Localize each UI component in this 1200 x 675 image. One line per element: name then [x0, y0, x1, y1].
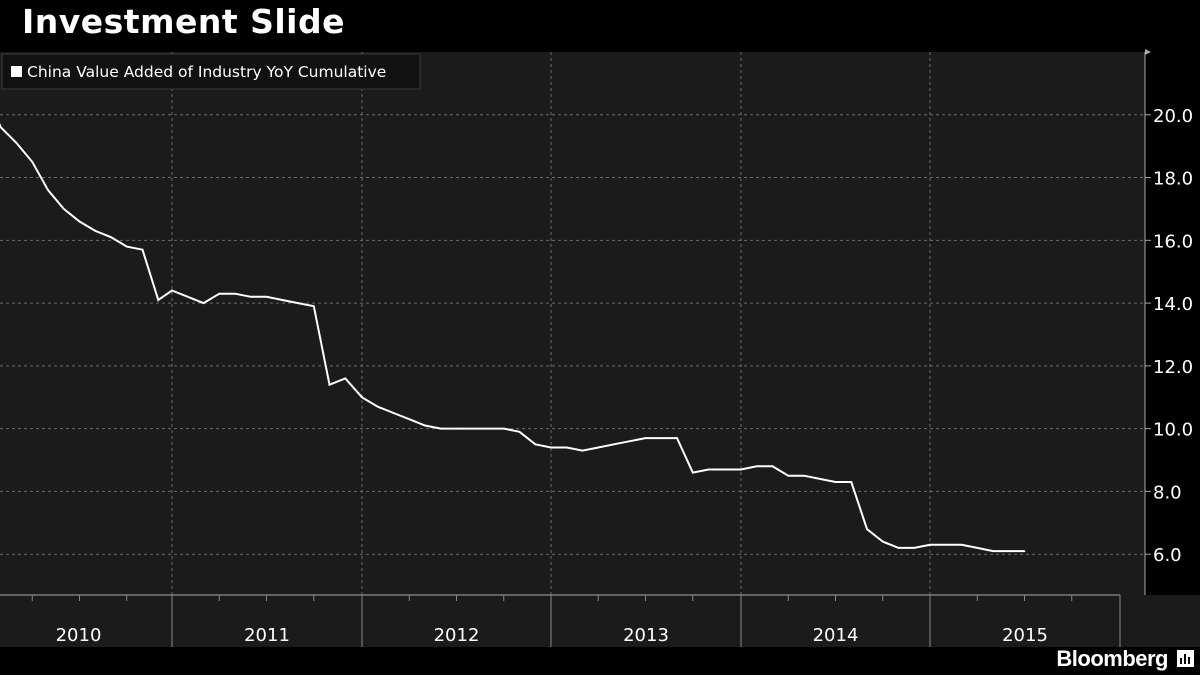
data-point: [850, 481, 853, 483]
data-point: [992, 550, 994, 552]
data-point: [945, 544, 947, 546]
data-point: [487, 427, 489, 430]
data-point: [471, 427, 474, 430]
data-point: [740, 468, 742, 471]
data-point: [297, 302, 299, 304]
data-point: [597, 446, 600, 449]
data-point: [361, 396, 363, 399]
data-point: [0, 126, 2, 129]
data-point: [676, 437, 678, 439]
x-tick-label: 2013: [623, 625, 669, 646]
data-point: [882, 540, 884, 543]
data-point: [960, 544, 963, 546]
y-tick-label: 12.0: [1153, 357, 1193, 378]
data-point: [78, 220, 81, 223]
data-point: [218, 292, 221, 295]
y-tick-label: 6.0: [1153, 545, 1182, 566]
data-point: [1023, 550, 1026, 552]
brand-logo: Bloomberg: [1056, 646, 1168, 671]
data-point: [803, 474, 805, 477]
data-point: [281, 299, 284, 301]
data-point: [771, 465, 774, 468]
plot-area: [0, 52, 1145, 595]
data-point: [660, 437, 663, 439]
y-tick-label: 18.0: [1153, 169, 1193, 190]
legend-label: China Value Added of Industry YoY Cumula…: [27, 63, 386, 81]
data-point: [692, 471, 694, 474]
y-tick-label: 16.0: [1153, 231, 1193, 252]
data-point: [644, 437, 647, 439]
data-point: [787, 474, 790, 477]
data-point: [629, 440, 631, 443]
x-tick-label: 2012: [434, 625, 480, 646]
data-point: [613, 443, 615, 446]
data-point: [328, 383, 331, 386]
data-point: [171, 289, 173, 292]
data-point: [707, 468, 710, 471]
data-point: [913, 547, 916, 549]
tick-labels: 6.0 8.0 10.0 12.0 14.0 16.0 18.0 20.0 2010 2011 20…: [56, 106, 1193, 646]
data-point: [392, 412, 395, 414]
data-point: [756, 465, 758, 468]
x-tick-label: 2015: [1002, 625, 1048, 646]
data-point: [866, 528, 868, 530]
y-axis-arrow: [1145, 49, 1151, 55]
legend-box: [1, 53, 421, 90]
x-tick-label: 2011: [244, 625, 290, 646]
data-point: [234, 292, 236, 295]
data-point: [47, 189, 49, 191]
data-point: [455, 427, 458, 430]
data-point: [581, 449, 584, 452]
data-point: [265, 296, 268, 298]
data-point: [408, 418, 411, 421]
data-point: [141, 248, 144, 251]
data-point: [929, 544, 931, 546]
axes: [0, 49, 1151, 647]
bloomberg-chart-icon: [1177, 650, 1194, 667]
data-point: [126, 245, 128, 248]
data-point: [187, 296, 189, 298]
data-point: [15, 142, 18, 144]
x-tick-label: 2014: [813, 625, 859, 646]
data-point: [157, 299, 160, 301]
y-tick-label: 8.0: [1153, 482, 1182, 503]
grid-lines: [0, 52, 1145, 595]
data-point: [503, 427, 505, 430]
data-point: [344, 377, 347, 380]
data-point: [534, 443, 537, 446]
data-point: [424, 424, 426, 427]
data-point: [723, 468, 726, 471]
legend: China Value Added of Industry YoY Cumula…: [1, 53, 421, 90]
data-point: [819, 478, 821, 480]
data-point: [897, 547, 900, 549]
data-point: [976, 547, 979, 549]
data-point: [440, 427, 442, 430]
data-point: [518, 431, 521, 433]
x-tick-label: 2010: [56, 625, 102, 646]
data-point: [377, 405, 379, 408]
data-point: [834, 481, 837, 483]
y-tick-label: 20.0: [1153, 106, 1193, 127]
data-point: [566, 446, 568, 449]
data-point: [63, 208, 65, 210]
data-point: [202, 302, 205, 304]
series-layer: [0, 123, 1026, 553]
data-point: [313, 305, 315, 308]
data-point: [1008, 550, 1010, 552]
data-point: [110, 236, 112, 238]
legend-swatch: [11, 66, 22, 77]
data-point: [31, 161, 34, 163]
data-point: [250, 296, 252, 298]
x-axis-band: [0, 595, 1200, 647]
data-point: [94, 230, 97, 232]
y-tick-label: 14.0: [1153, 294, 1193, 315]
page-title: Investment Slide: [22, 2, 345, 41]
y-tick-label: 10.0: [1153, 420, 1193, 441]
data-point: [550, 446, 552, 449]
